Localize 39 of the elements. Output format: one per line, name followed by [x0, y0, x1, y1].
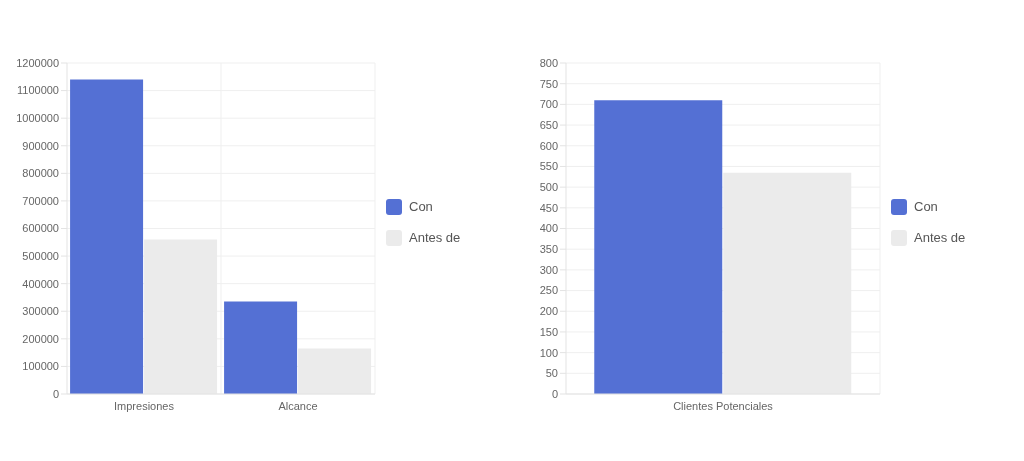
legend-label: Con — [409, 198, 433, 215]
y-tick-label: 0 — [551, 387, 558, 400]
y-tick-label: 450 — [539, 201, 558, 214]
y-tick-label: 1100000 — [16, 84, 59, 97]
y-tick-label: 200000 — [22, 332, 59, 345]
y-tick-label: 1200000 — [16, 56, 59, 69]
y-tick-label: 200 — [539, 305, 558, 318]
y-tick-label: 500 — [539, 181, 558, 194]
bar — [224, 301, 298, 394]
y-tick-label: 300000 — [22, 305, 59, 318]
y-tick-label: 0 — [52, 387, 59, 400]
y-tick-label: 50 — [545, 367, 558, 380]
y-tick-label: 600 — [539, 139, 558, 152]
x-tick-label: Impresiones — [114, 399, 175, 412]
y-tick-label: 100 — [539, 346, 558, 359]
y-tick-label: 1000000 — [16, 112, 59, 125]
y-tick-label: 700 — [539, 98, 558, 111]
y-tick-label: 150 — [539, 325, 558, 338]
y-tick-label: 700000 — [22, 194, 59, 207]
y-tick-label: 400 — [539, 222, 558, 235]
y-tick-label: 100000 — [22, 360, 59, 373]
bar — [70, 79, 144, 394]
x-tick-label: Alcance — [278, 399, 318, 412]
y-tick-label: 400000 — [22, 277, 59, 290]
legend-label: Antes de — [914, 229, 966, 246]
y-tick-label: 500000 — [22, 249, 59, 262]
y-tick-label: 750 — [539, 77, 558, 90]
y-tick-label: 350 — [539, 243, 558, 256]
y-tick-label: 800 — [539, 56, 558, 69]
y-tick-label: 800000 — [22, 167, 59, 180]
y-tick-label: 900000 — [22, 139, 59, 152]
y-tick-label: 600000 — [22, 222, 59, 235]
y-tick-label: 550 — [539, 160, 558, 173]
legend-label: Antes de — [409, 229, 461, 246]
x-tick-label: Clientes Potenciales — [673, 399, 774, 412]
y-tick-label: 250 — [539, 284, 558, 297]
legend-label: Con — [914, 198, 938, 215]
y-tick-label: 650 — [539, 118, 558, 131]
y-tick-label: 300 — [539, 263, 558, 276]
